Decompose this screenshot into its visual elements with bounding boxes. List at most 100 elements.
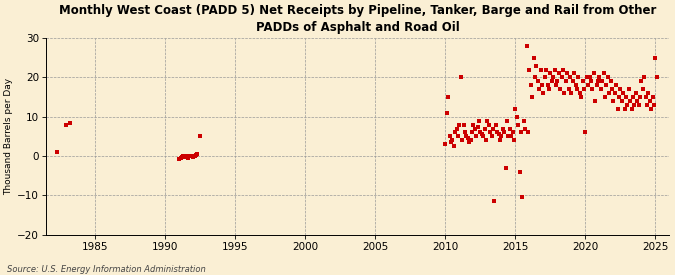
Title: Monthly West Coast (PADD 5) Net Receipts by Pipeline, Tanker, Barge and Rail fro: Monthly West Coast (PADD 5) Net Receipts… xyxy=(59,4,657,34)
Point xyxy=(650,56,661,60)
Point xyxy=(646,107,657,111)
Point xyxy=(628,95,639,99)
Point xyxy=(470,134,481,139)
Point xyxy=(573,75,584,80)
Point xyxy=(590,99,601,103)
Point xyxy=(640,95,651,99)
Point xyxy=(624,87,634,91)
Point xyxy=(622,103,632,107)
Point xyxy=(518,119,529,123)
Point xyxy=(525,83,536,87)
Point xyxy=(496,134,507,139)
Point xyxy=(464,140,475,144)
Point xyxy=(446,140,456,144)
Point xyxy=(625,99,636,103)
Point xyxy=(584,75,595,80)
Point xyxy=(462,136,473,141)
Point xyxy=(629,103,640,107)
Point xyxy=(440,142,451,146)
Point xyxy=(475,130,486,135)
Point xyxy=(465,138,476,142)
Point xyxy=(508,138,519,142)
Point xyxy=(552,79,563,84)
Point xyxy=(555,87,566,91)
Point xyxy=(562,71,572,76)
Point xyxy=(460,130,470,135)
Point xyxy=(526,95,537,99)
Point xyxy=(616,99,627,103)
Point xyxy=(173,157,184,161)
Y-axis label: Thousand Barrels per Day: Thousand Barrels per Day xyxy=(4,78,14,195)
Point xyxy=(530,75,541,80)
Point xyxy=(599,95,610,99)
Point xyxy=(493,132,504,137)
Point xyxy=(444,134,455,139)
Point xyxy=(589,71,599,76)
Point xyxy=(564,75,575,80)
Point xyxy=(541,67,551,72)
Point xyxy=(563,87,574,91)
Point xyxy=(614,95,624,99)
Point xyxy=(482,119,493,123)
Point xyxy=(528,56,539,60)
Point xyxy=(583,83,593,87)
Point xyxy=(474,119,485,123)
Point xyxy=(618,91,628,95)
Point xyxy=(534,87,545,91)
Point xyxy=(636,79,647,84)
Point xyxy=(522,44,533,48)
Point xyxy=(587,87,598,91)
Point xyxy=(485,130,495,135)
Point xyxy=(500,166,511,170)
Point xyxy=(52,150,63,154)
Point xyxy=(466,130,477,135)
Point xyxy=(649,103,659,107)
Point xyxy=(192,152,202,157)
Point xyxy=(182,155,193,160)
Point xyxy=(441,111,452,115)
Point xyxy=(456,75,466,80)
Point xyxy=(189,154,200,158)
Point xyxy=(60,122,71,127)
Point xyxy=(603,91,614,95)
Point xyxy=(522,130,533,135)
Point xyxy=(577,79,588,84)
Point xyxy=(597,79,608,84)
Point xyxy=(481,138,491,142)
Point xyxy=(608,99,619,103)
Point xyxy=(478,134,489,139)
Point xyxy=(594,75,605,80)
Point xyxy=(188,155,198,159)
Point xyxy=(642,103,653,107)
Point xyxy=(533,79,543,84)
Point xyxy=(637,87,648,91)
Point xyxy=(178,154,189,158)
Point xyxy=(546,79,557,84)
Point xyxy=(559,91,570,95)
Point xyxy=(487,126,498,131)
Point xyxy=(620,95,631,99)
Point xyxy=(605,79,616,84)
Point xyxy=(581,75,592,80)
Point xyxy=(574,91,585,95)
Point xyxy=(190,153,201,158)
Point xyxy=(633,103,644,107)
Point xyxy=(578,87,589,91)
Point xyxy=(452,134,463,139)
Point xyxy=(499,130,510,135)
Point xyxy=(556,75,567,80)
Point xyxy=(566,91,576,95)
Point xyxy=(497,126,508,131)
Point xyxy=(535,67,546,72)
Point xyxy=(513,122,524,127)
Point xyxy=(186,153,197,158)
Point xyxy=(447,138,458,142)
Point xyxy=(177,155,188,160)
Point xyxy=(506,134,516,139)
Point xyxy=(632,99,643,103)
Point xyxy=(504,126,515,131)
Point xyxy=(443,95,454,99)
Point xyxy=(495,138,506,142)
Point xyxy=(626,107,637,111)
Point xyxy=(531,64,542,68)
